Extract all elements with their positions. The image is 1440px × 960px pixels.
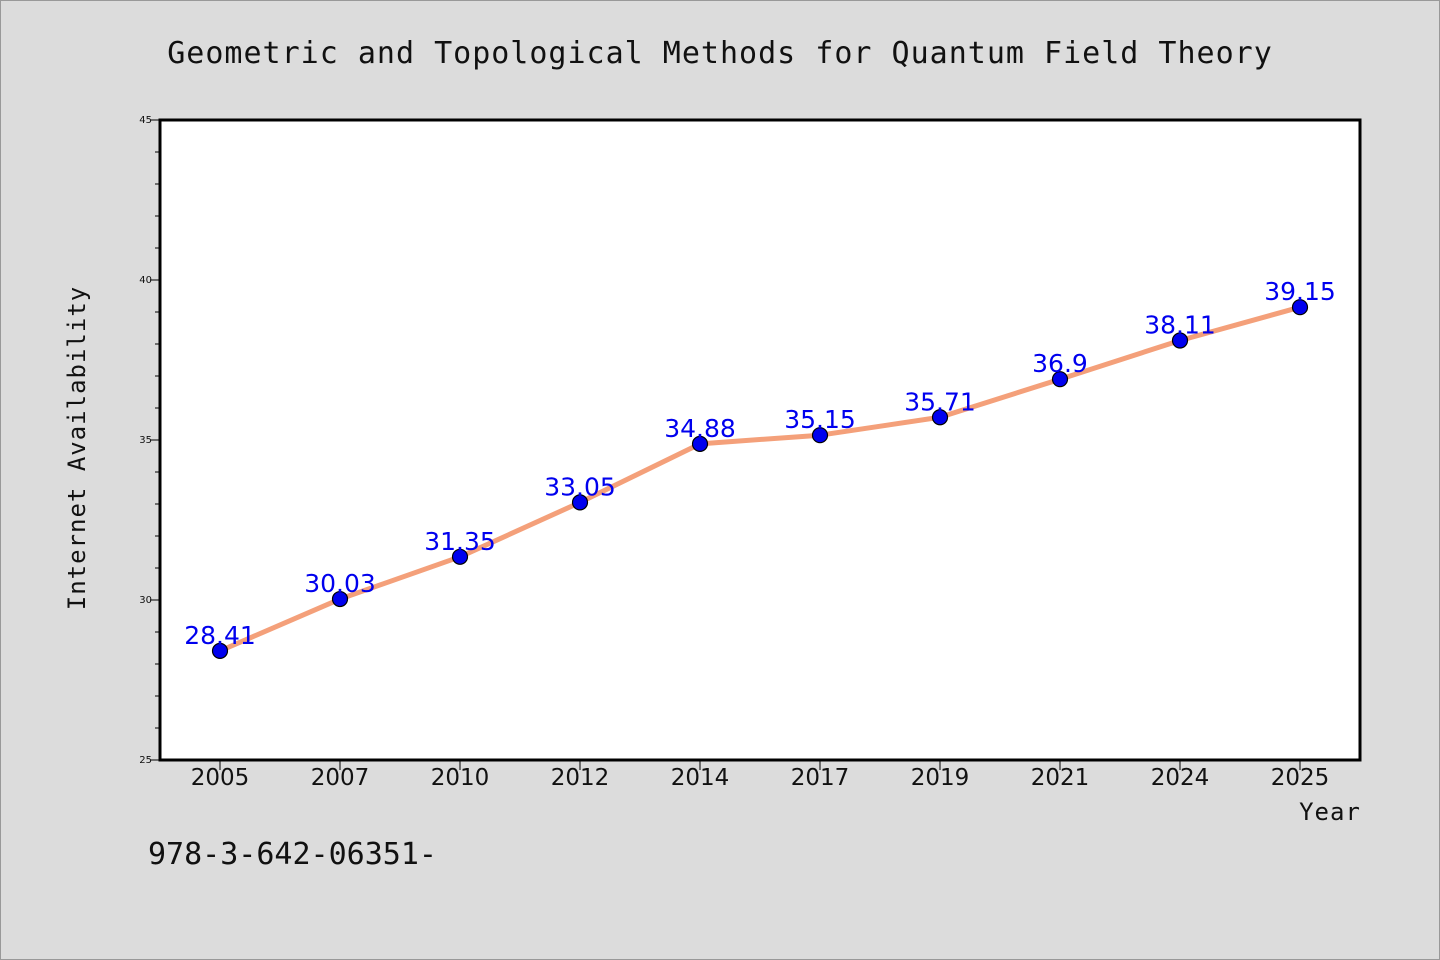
- x-tick-label: 2024: [1151, 765, 1210, 791]
- x-tick-label: 2007: [311, 765, 370, 791]
- data-label: 35.15: [784, 405, 856, 434]
- x-tick-label: 2010: [431, 765, 490, 791]
- chart-title: Geometric and Topological Methods for Qu…: [167, 36, 1273, 71]
- x-axis: 2005 2007 2010 2012 2014 2017 2019 2021 2024 2025: [191, 760, 1330, 791]
- data-label: 38.11: [1144, 310, 1216, 339]
- x-tick-label: 2005: [191, 765, 250, 791]
- data-label: 39.15: [1264, 277, 1336, 306]
- data-point: [451, 548, 469, 565]
- y-tick-label: 25: [139, 755, 152, 766]
- data-point: [1291, 299, 1309, 316]
- data-point: [571, 494, 589, 511]
- data-point: [691, 435, 709, 452]
- data-point: [1171, 332, 1189, 349]
- y-tick-label: 30: [139, 595, 152, 606]
- data-point: [811, 427, 829, 444]
- y-axis: 25 30 35 40 45: [139, 115, 160, 766]
- data-point: [211, 642, 229, 659]
- series-group: 28.41 30.03 31.35 33.05 34.88 35.15 35.71 36.9 3…: [184, 277, 1336, 659]
- series-line: [217, 304, 1303, 654]
- data-label: 36.9: [1032, 349, 1088, 378]
- data-point: [331, 590, 349, 608]
- x-tick-label: 2014: [671, 765, 730, 791]
- x-tick-label: 2017: [791, 765, 850, 791]
- y-axis-label: Internet Availability: [63, 286, 91, 610]
- y-tick-label: 35: [139, 435, 152, 446]
- x-axis-label: Year: [1299, 798, 1361, 826]
- x-tick-label: 2019: [911, 765, 970, 791]
- x-tick-label: 2012: [551, 765, 610, 791]
- data-label: 35.71: [904, 387, 976, 416]
- x-tick-label: 2025: [1271, 765, 1330, 791]
- data-label: 30.03: [304, 569, 376, 598]
- data-label: 34.88: [664, 414, 736, 443]
- data-label: 31.35: [424, 527, 496, 556]
- isbn-text: 978-3-642-06351-: [148, 837, 437, 872]
- data-point: [931, 409, 949, 426]
- y-tick-label: 40: [139, 275, 152, 286]
- y-tick-label: 45: [139, 115, 152, 126]
- data-label: 28.41: [184, 621, 256, 650]
- x-tick-label: 2021: [1031, 765, 1090, 791]
- data-point: [1051, 371, 1069, 388]
- data-label: 33.05: [544, 472, 616, 501]
